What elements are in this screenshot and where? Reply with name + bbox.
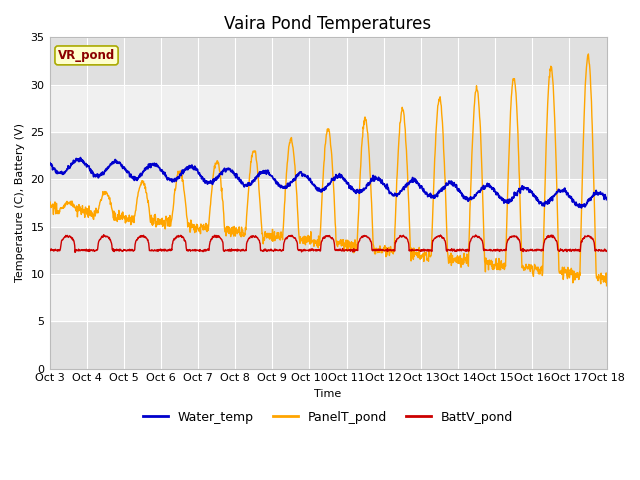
Bar [49, 132, 607, 179]
Bar [49, 0, 607, 37]
Bar [49, 179, 607, 227]
Legend: Water_temp, PanelT_pond, BattV_pond: Water_temp, PanelT_pond, BattV_pond [138, 406, 518, 429]
X-axis label: Time: Time [314, 389, 342, 399]
Y-axis label: Temperature (C), Battery (V): Temperature (C), Battery (V) [15, 123, 25, 282]
Text: VR_pond: VR_pond [58, 49, 115, 62]
Bar [49, 37, 607, 84]
Bar [49, 227, 607, 274]
Bar [49, 321, 607, 369]
Bar [49, 84, 607, 132]
Title: Vaira Pond Temperatures: Vaira Pond Temperatures [225, 15, 431, 33]
Bar [49, 274, 607, 321]
